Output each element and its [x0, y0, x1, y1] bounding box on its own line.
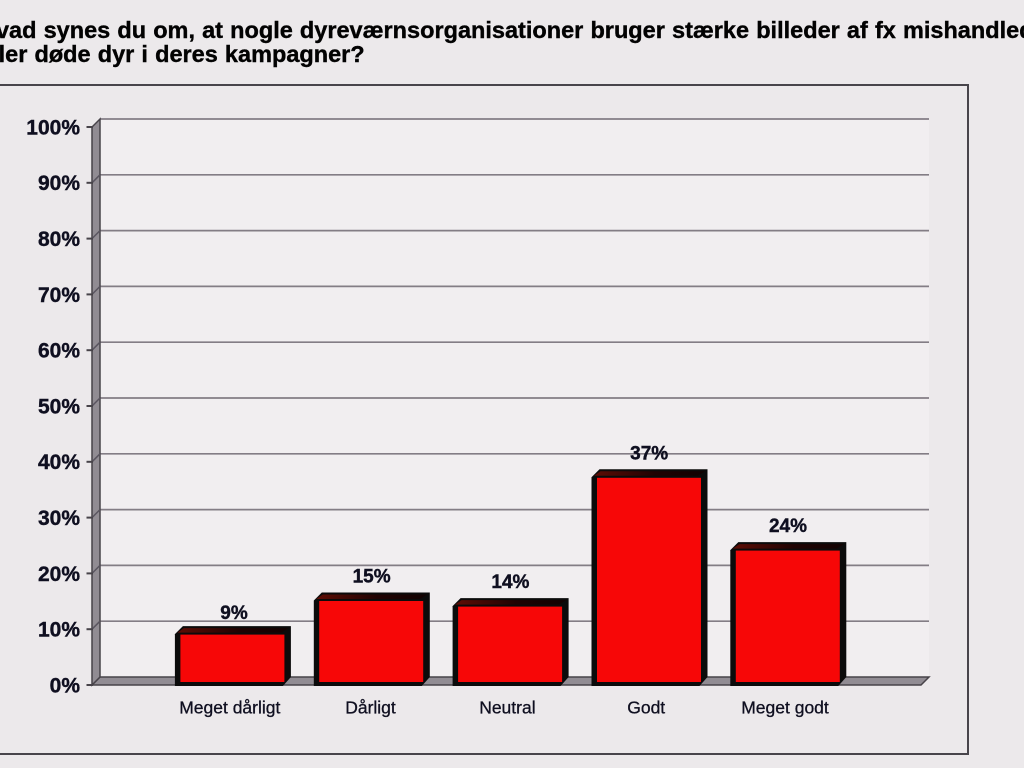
- svg-text:Godt: Godt: [627, 698, 665, 718]
- svg-text:Neutral: Neutral: [479, 698, 535, 718]
- svg-text:14%: 14%: [491, 572, 529, 593]
- svg-text:15%: 15%: [353, 567, 391, 588]
- svg-text:9%: 9%: [220, 603, 248, 624]
- svg-text:Meget dårligt: Meget dårligt: [179, 698, 280, 718]
- svg-text:Dårligt: Dårligt: [345, 698, 396, 718]
- svg-text:80%: 80%: [38, 228, 80, 251]
- svg-text:100%: 100%: [26, 116, 80, 139]
- svg-text:40%: 40%: [38, 451, 80, 474]
- svg-text:37%: 37%: [630, 443, 668, 464]
- svg-text:60%: 60%: [38, 340, 80, 363]
- svg-text:Meget godt: Meget godt: [741, 698, 829, 718]
- svg-text:10%: 10%: [38, 619, 80, 642]
- svg-text:0%: 0%: [50, 674, 81, 697]
- svg-text:90%: 90%: [38, 172, 80, 195]
- svg-text:50%: 50%: [38, 395, 80, 418]
- svg-text:70%: 70%: [38, 284, 80, 307]
- svg-text:20%: 20%: [38, 563, 80, 586]
- svg-text:30%: 30%: [38, 507, 80, 530]
- svg-text:24%: 24%: [769, 516, 807, 537]
